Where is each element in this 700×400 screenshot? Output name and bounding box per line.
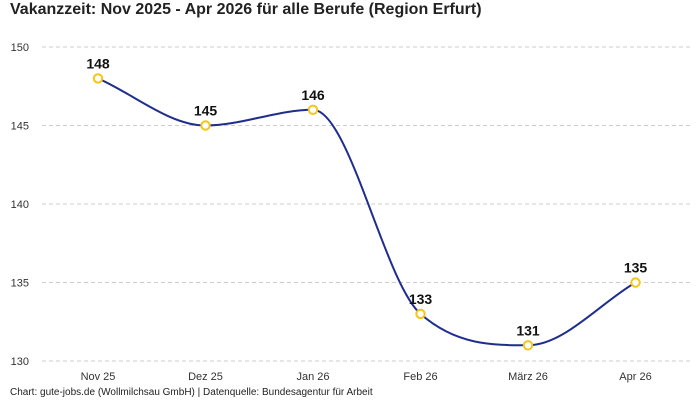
data-point xyxy=(92,73,104,84)
y-axis-ticks: 130 135 140 145 150 xyxy=(11,42,29,368)
data-label: 146 xyxy=(301,87,325,103)
x-tick-label: Jan 26 xyxy=(296,371,329,383)
y-tick-label: 135 xyxy=(11,278,29,290)
data-label: 145 xyxy=(194,103,218,119)
data-label: 133 xyxy=(409,291,433,307)
data-label: 131 xyxy=(516,322,540,338)
y-tick-label: 145 xyxy=(11,121,29,133)
gridlines xyxy=(42,46,692,362)
data-point xyxy=(415,308,426,320)
source-note: Chart: gute-jobs.de (Wollmilchsau GmbH) … xyxy=(10,387,373,398)
x-tick-label: Dez 25 xyxy=(188,371,223,383)
y-tick-label: 150 xyxy=(11,42,29,54)
data-label: 135 xyxy=(624,260,648,276)
data-point xyxy=(307,104,319,116)
data-label: 148 xyxy=(86,55,110,71)
y-tick-label: 130 xyxy=(11,356,29,368)
y-tick-label: 140 xyxy=(11,199,29,211)
x-axis-ticks: Nov 25 Dez 25 Jan 26 Feb 26 März 26 Apr 26 xyxy=(81,371,652,383)
data-point xyxy=(522,340,534,351)
x-tick-label: März 26 xyxy=(508,371,548,383)
data-point xyxy=(200,120,211,131)
series-line xyxy=(97,77,637,347)
x-tick-label: Nov 25 xyxy=(81,371,116,383)
data-point xyxy=(630,277,641,288)
data-points xyxy=(92,73,641,351)
x-tick-label: Feb 26 xyxy=(403,371,437,383)
x-tick-label: Apr 26 xyxy=(619,371,651,383)
chart-title: Vakanzzeit: Nov 2025 - Apr 2026 für alle… xyxy=(10,1,482,18)
series-line-path xyxy=(97,77,637,347)
data-labels: 148 145 146 133 131 135 xyxy=(86,55,647,338)
